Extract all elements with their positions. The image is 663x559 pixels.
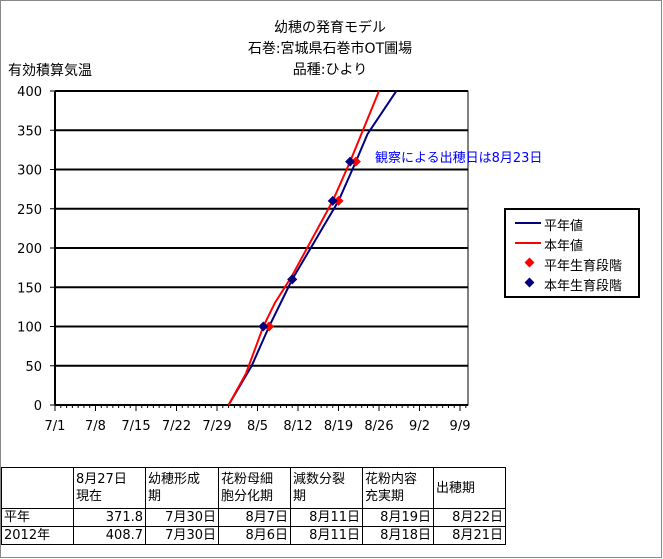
series-line-平年値 — [227, 91, 398, 405]
legend-item: 平年生育段階 — [506, 253, 640, 274]
table-header-cell: 8月27日 現在 — [73, 467, 146, 509]
y-tick-label: 300 — [17, 164, 42, 179]
table-cell: 8月11日 — [290, 508, 363, 527]
y-axis-label: 有効積算気温 — [8, 63, 92, 79]
table-header-cell: 幼穂形成期 — [145, 467, 219, 509]
x-tick-label: 7/1 — [45, 419, 66, 434]
table-row: 2012年 408.7 7月30日 8月6日 8月11日 8月18日 8月21日 — [1, 526, 506, 545]
legend-label: 本年生育段階 — [544, 279, 623, 294]
chart-title-line-2: 石巻:宮城県石巻市OT圃場 — [247, 41, 413, 57]
x-tick-label: 7/15 — [121, 419, 150, 434]
table-cell: 8月11日 — [290, 526, 363, 545]
y-tick-label: 100 — [17, 321, 42, 336]
x-tick-label: 7/29 — [202, 419, 231, 434]
legend: 平年値本年値平年生育段階 本年生育段階 — [504, 208, 640, 298]
y-tick-label: 200 — [17, 242, 42, 257]
data-point — [350, 156, 361, 167]
legend-label: 平年生育段階 — [544, 259, 623, 274]
legend-label: 平年値 — [544, 219, 584, 234]
legend-diamond-icon — [524, 257, 535, 268]
table-cell: 8月22日 — [433, 508, 506, 527]
table-row: 平年 371.8 7月30日 8月7日 8月11日 8月19日 8月22日 — [1, 508, 506, 527]
x-tick-label: 9/2 — [409, 419, 430, 434]
legend-diamond-icon — [524, 277, 535, 288]
x-tick-label: 8/19 — [324, 419, 353, 434]
legend-item: 本年値 — [506, 233, 640, 254]
table-cell: 8月19日 — [362, 508, 434, 527]
x-tick-label: 9/9 — [450, 419, 471, 434]
y-tick-label: 350 — [17, 124, 42, 139]
legend-line-icon — [515, 242, 541, 244]
y-tick-label: 50 — [25, 360, 42, 375]
y-tick-label: 150 — [17, 281, 42, 296]
table-header-cell: 減数分裂期 — [290, 467, 363, 509]
table-cell: 408.7 — [73, 526, 146, 545]
chart-title-line-3: 品種:ひより — [292, 62, 368, 78]
data-point — [333, 195, 344, 206]
table-cell: 7月30日 — [145, 508, 219, 527]
table-header-row: 8月27日 現在 幼穂形成期花粉母細 胞分化期 減数分裂期花粉内容 充実期 出穂期 — [1, 467, 506, 509]
y-tick-label: 250 — [17, 203, 42, 218]
table-cell: 7月30日 — [145, 526, 219, 545]
table-header-cell: 出穂期 — [433, 467, 506, 509]
data-point — [287, 274, 298, 285]
chart-title-line-1: 幼穂の発育モデル — [274, 20, 386, 36]
legend-line-icon — [515, 222, 541, 224]
stage-table: 8月27日 現在 幼穂形成期花粉母細 胞分化期 減数分裂期花粉内容 充実期 出穂期 平年 371… — [1, 467, 506, 545]
legend-item: 平年値 — [506, 213, 640, 234]
table-cell: 8月18日 — [362, 526, 434, 545]
annotation: 観察による出穂日は8月23日 — [375, 151, 542, 166]
row-label: 2012年 — [1, 526, 74, 545]
data-point — [345, 156, 356, 167]
table-header-cell: 花粉母細 胞分化期 — [218, 467, 291, 509]
table-header-cell — [1, 467, 74, 509]
legend-label: 本年値 — [544, 239, 584, 254]
y-tick-label: 0 — [34, 399, 42, 414]
plot-area: 0 50 100 150 200 250 300 350 400 7/1 7/8 7/15 7/22 7/… — [17, 85, 542, 434]
data-point — [258, 321, 269, 332]
x-tick-label: 8/12 — [283, 419, 312, 434]
x-tick-label: 8/5 — [247, 419, 268, 434]
x-tick-label: 8/26 — [364, 419, 393, 434]
x-tick-label: 7/8 — [85, 419, 106, 434]
y-tick-label: 400 — [17, 85, 42, 100]
legend-item: 本年生育段階 — [506, 273, 640, 294]
series-line-本年値 — [227, 91, 380, 405]
row-label: 平年 — [1, 508, 74, 527]
data-point — [264, 321, 275, 332]
table-cell: 8月7日 — [218, 508, 291, 527]
x-tick-label: 7/22 — [162, 419, 191, 434]
table-cell: 8月6日 — [218, 526, 291, 545]
table-header-cell: 花粉内容 充実期 — [362, 467, 434, 509]
data-point — [327, 195, 338, 206]
table-cell: 8月21日 — [433, 526, 506, 545]
table-cell: 371.8 — [73, 508, 146, 527]
